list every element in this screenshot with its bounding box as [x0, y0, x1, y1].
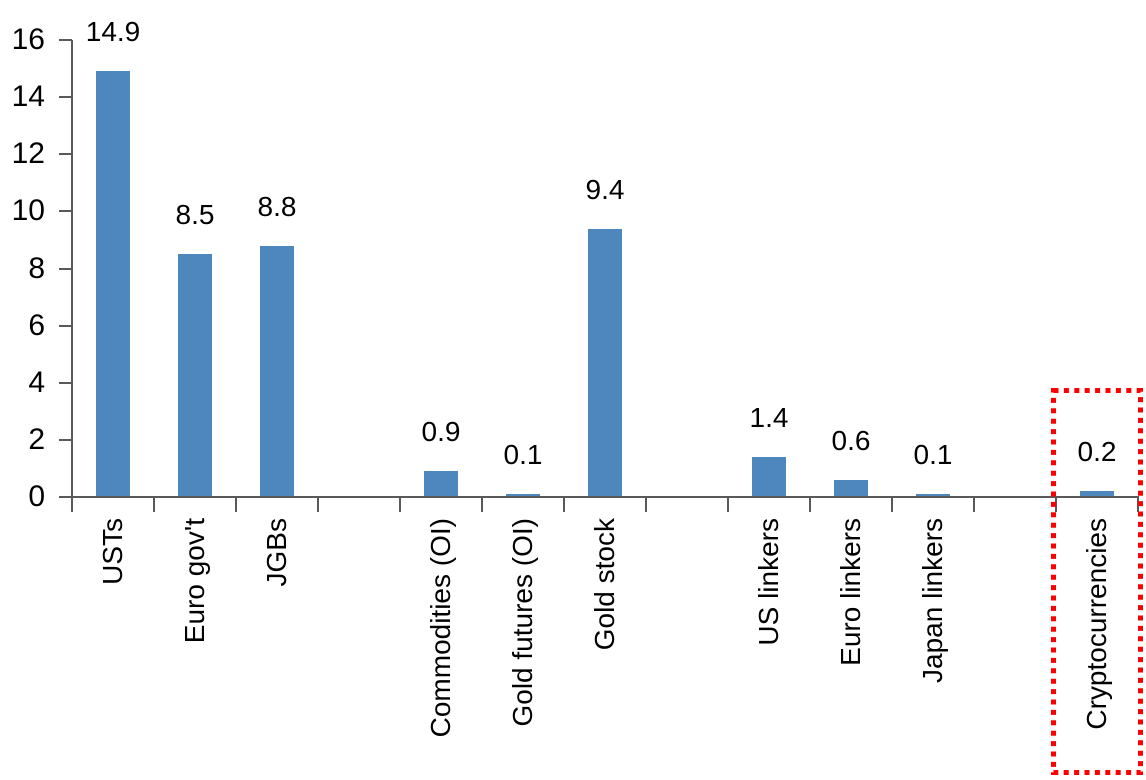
x-axis-tick	[973, 497, 975, 512]
x-category-label: Gold futures (OI)	[507, 518, 538, 727]
bar-commodities-oi-	[424, 471, 458, 497]
value-label: 0.1	[913, 439, 953, 471]
x-category-label: JGBs	[261, 518, 292, 587]
x-axis	[71, 496, 1139, 498]
x-axis-tick	[399, 497, 401, 512]
x-axis-tick	[235, 497, 237, 512]
y-tick-label: 8	[28, 251, 45, 285]
bar-gold-stock	[588, 228, 622, 497]
value-label: 9.4	[585, 173, 625, 205]
x-axis-tick	[71, 497, 73, 512]
y-tick-label: 12	[11, 137, 45, 171]
bar-euro-linkers	[834, 479, 868, 497]
y-tick-label: 14	[11, 80, 45, 114]
x-axis-tick	[891, 497, 893, 512]
value-label: 0.9	[421, 416, 461, 448]
y-tick-label: 6	[28, 308, 45, 342]
y-axis-tick	[59, 39, 72, 41]
value-label: 0.6	[831, 424, 871, 456]
y-axis-tick	[59, 324, 72, 327]
value-label: 8.8	[257, 190, 297, 222]
x-axis-tick	[1055, 497, 1057, 512]
y-axis	[71, 40, 73, 498]
bar-euro-gov-t	[178, 254, 212, 497]
y-axis-tick	[59, 210, 72, 213]
x-axis-tick	[1137, 497, 1139, 512]
x-axis-tick	[481, 497, 483, 512]
bar-japan-linkers	[916, 494, 950, 497]
y-axis-tick	[59, 496, 72, 498]
x-axis-tick	[153, 497, 155, 512]
value-label: 14.9	[85, 16, 141, 48]
x-axis-tick	[645, 497, 647, 512]
y-axis-tick	[59, 267, 72, 270]
x-axis-tick	[727, 497, 729, 512]
x-category-label: Euro linkers	[835, 518, 866, 666]
y-axis-tick	[59, 381, 72, 384]
x-category-label: Japan linkers	[917, 518, 948, 683]
value-label: 0.1	[503, 439, 543, 471]
y-tick-label: 10	[11, 194, 45, 228]
x-category-label: US linkers	[753, 518, 784, 646]
bar-us-linkers	[752, 457, 786, 497]
y-axis-tick	[59, 153, 72, 156]
x-category-label: Commodities (OI)	[425, 518, 456, 738]
value-label: 8.5	[175, 199, 215, 231]
value-label: 0.2	[1077, 436, 1117, 468]
x-axis-tick	[563, 497, 565, 512]
x-category-label: USTs	[97, 518, 128, 585]
x-category-label: Cryptocurrencies	[1081, 518, 1112, 730]
x-axis-tick	[809, 497, 811, 512]
y-axis-tick	[59, 96, 72, 99]
bar-jgbs	[260, 245, 294, 497]
x-axis-tick	[317, 497, 319, 512]
value-label: 1.4	[749, 402, 789, 433]
y-axis-tick	[59, 438, 72, 441]
y-tick-label: 16	[11, 23, 45, 56]
y-tick-label: 0	[28, 480, 45, 513]
bar-gold-futures-oi-	[506, 494, 540, 497]
y-tick-label: 4	[28, 365, 45, 399]
x-category-label: Gold stock	[589, 518, 620, 651]
bar-usts	[96, 71, 130, 497]
x-category-label: Euro gov't	[179, 518, 210, 644]
y-tick-label: 2	[28, 422, 45, 456]
